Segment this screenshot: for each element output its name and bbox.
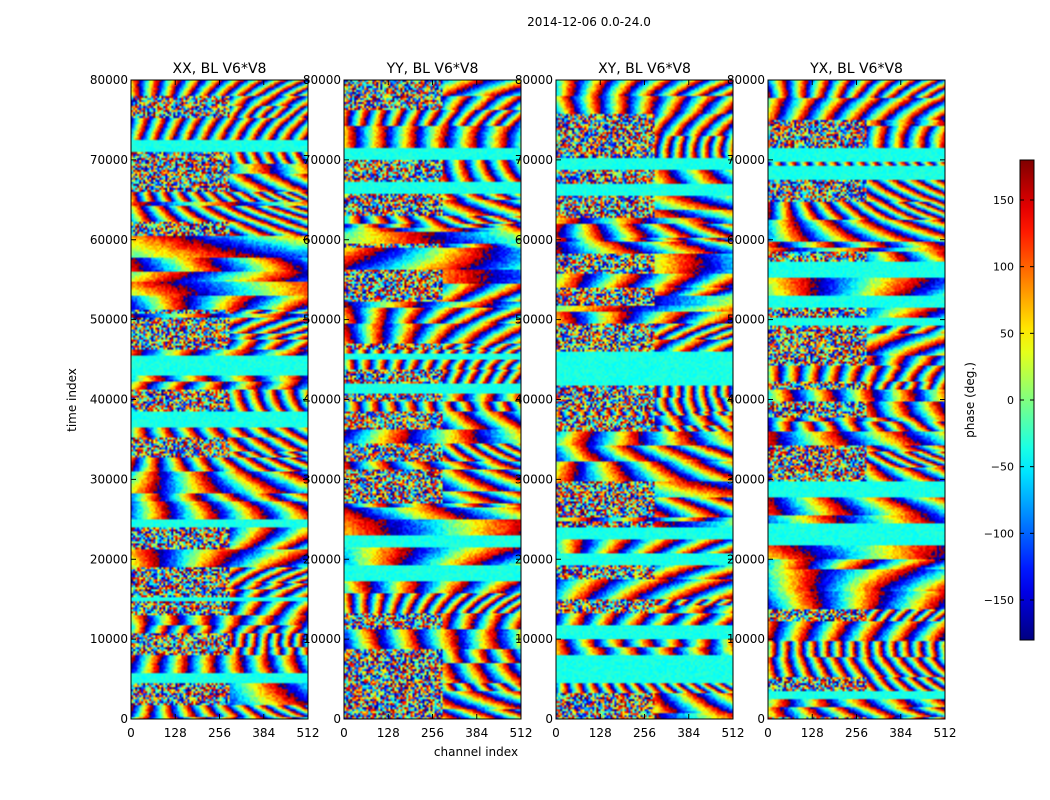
y-tick-label: 80000 bbox=[90, 73, 128, 87]
colorbar-tick-label: −50 bbox=[991, 461, 1014, 474]
y-tick-label: 10000 bbox=[515, 632, 553, 646]
colorbar-tick-label: −100 bbox=[984, 527, 1014, 540]
x-tick-label: 384 bbox=[465, 726, 488, 740]
y-tick-label: 80000 bbox=[727, 73, 765, 87]
x-tick-label: 256 bbox=[208, 726, 231, 740]
y-tick-label: 0 bbox=[333, 712, 341, 726]
colorbar-label: phase (deg.) bbox=[963, 362, 977, 438]
heatmap-panel-2: YY, BL V6*V8 0 128 256 384 512 0 10000 20000 3000… bbox=[303, 61, 533, 740]
y-tick-label: 30000 bbox=[90, 472, 128, 486]
y-tick-label: 60000 bbox=[303, 233, 341, 247]
y-tick-label: 70000 bbox=[90, 153, 128, 167]
y-tick-label: 20000 bbox=[515, 552, 553, 566]
y-tick-label: 70000 bbox=[303, 153, 341, 167]
x-tick-label: 384 bbox=[889, 726, 912, 740]
y-tick-label: 70000 bbox=[727, 153, 765, 167]
x-tick-label: 384 bbox=[252, 726, 275, 740]
y-tick-label: 60000 bbox=[727, 233, 765, 247]
y-tick-label: 10000 bbox=[90, 632, 128, 646]
y-tick-label: 60000 bbox=[515, 233, 553, 247]
y-tick-label: 60000 bbox=[90, 233, 128, 247]
y-tick-label: 30000 bbox=[727, 472, 765, 486]
y-tick-label: 10000 bbox=[727, 632, 765, 646]
figure-suptitle: 2014-12-06 0.0-24.0 bbox=[527, 15, 651, 29]
phase-heatmap-image bbox=[344, 80, 521, 719]
y-tick-label: 40000 bbox=[727, 393, 765, 407]
x-tick-label: 512 bbox=[510, 726, 533, 740]
y-tick-label: 20000 bbox=[727, 552, 765, 566]
y-tick-label: 20000 bbox=[90, 552, 128, 566]
x-axis-label: channel index bbox=[434, 745, 518, 759]
phase-heatmap-image bbox=[131, 80, 308, 719]
y-tick-label: 30000 bbox=[303, 472, 341, 486]
colorbar: −150 −100 −50 0 50 100 150 bbox=[984, 159, 1035, 641]
y-tick-label: 50000 bbox=[303, 313, 341, 327]
heatmap-panel-1: XX, BL V6*V8 0 128 256 384 512 0 10000 20000 3000… bbox=[90, 61, 320, 740]
y-tick-label: 30000 bbox=[515, 472, 553, 486]
phase-heatmap-image bbox=[768, 80, 945, 719]
x-tick-label: 0 bbox=[340, 726, 348, 740]
x-tick-label: 256 bbox=[633, 726, 656, 740]
x-tick-label: 0 bbox=[127, 726, 135, 740]
phase-heatmap-image bbox=[556, 80, 733, 719]
y-tick-label: 40000 bbox=[90, 393, 128, 407]
y-tick-label: 40000 bbox=[303, 393, 341, 407]
x-tick-label: 128 bbox=[589, 726, 612, 740]
x-tick-label: 0 bbox=[552, 726, 560, 740]
x-tick-label: 512 bbox=[934, 726, 957, 740]
heatmap-panels: XX, BL V6*V8 0 128 256 384 512 0 10000 20000 3000… bbox=[90, 61, 957, 740]
x-tick-label: 512 bbox=[297, 726, 320, 740]
y-tick-label: 50000 bbox=[90, 313, 128, 327]
x-tick-label: 256 bbox=[845, 726, 868, 740]
heatmap-panel-3: XY, BL V6*V8 0 128 256 384 512 0 10000 20000 3000… bbox=[515, 61, 745, 740]
x-tick-label: 128 bbox=[801, 726, 824, 740]
colorbar-tick-label: 50 bbox=[1000, 327, 1014, 340]
panel-title: YX, BL V6*V8 bbox=[809, 61, 903, 77]
x-tick-label: 384 bbox=[677, 726, 700, 740]
y-tick-label: 50000 bbox=[515, 313, 553, 327]
x-tick-label: 0 bbox=[764, 726, 772, 740]
panel-title: YY, BL V6*V8 bbox=[386, 61, 479, 77]
x-tick-label: 256 bbox=[421, 726, 444, 740]
x-tick-label: 512 bbox=[722, 726, 745, 740]
heatmap-panel-4: YX, BL V6*V8 0 128 256 384 512 0 10000 20000 3000… bbox=[727, 61, 957, 740]
x-tick-label: 128 bbox=[377, 726, 400, 740]
y-tick-label: 0 bbox=[545, 712, 553, 726]
y-tick-label: 80000 bbox=[303, 73, 341, 87]
x-tick-label: 128 bbox=[164, 726, 187, 740]
y-tick-label: 0 bbox=[757, 712, 765, 726]
y-axis-label: time index bbox=[65, 368, 79, 432]
y-tick-label: 80000 bbox=[515, 73, 553, 87]
colorbar-tick-label: −150 bbox=[984, 594, 1014, 607]
panel-title: XY, BL V6*V8 bbox=[598, 61, 691, 77]
y-tick-label: 70000 bbox=[515, 153, 553, 167]
y-tick-label: 20000 bbox=[303, 552, 341, 566]
y-tick-label: 40000 bbox=[515, 393, 553, 407]
y-tick-label: 10000 bbox=[303, 632, 341, 646]
y-tick-label: 0 bbox=[120, 712, 128, 726]
colorbar-tick-label: 150 bbox=[993, 194, 1014, 207]
colorbar-tick-label: 100 bbox=[993, 261, 1014, 274]
panel-title: XX, BL V6*V8 bbox=[173, 61, 267, 77]
colorbar-tick-label: 0 bbox=[1007, 394, 1014, 407]
y-tick-label: 50000 bbox=[727, 313, 765, 327]
